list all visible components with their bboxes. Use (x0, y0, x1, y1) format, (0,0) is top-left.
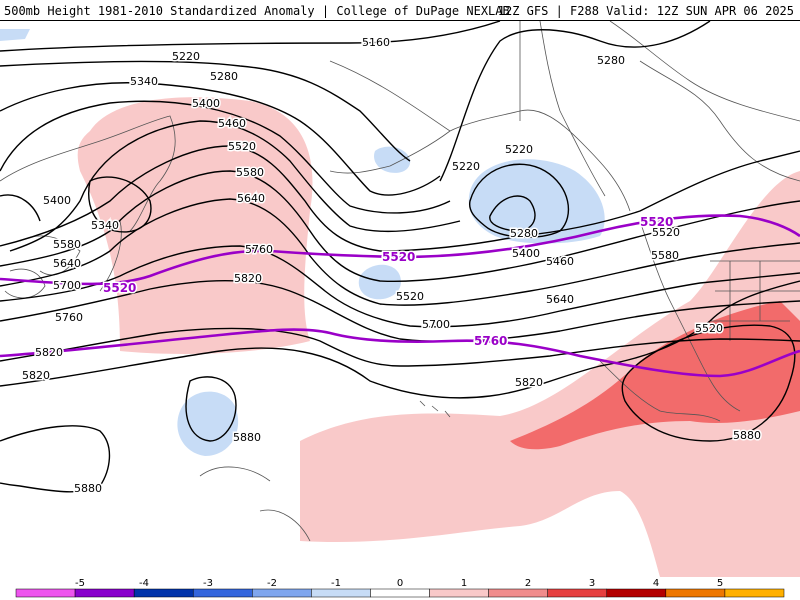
colorbar-tick-label: -2 (267, 578, 277, 589)
colorbar-tick-label: 1 (461, 578, 467, 589)
height-contour-label: 5520 (396, 290, 424, 303)
height-contour-label: 5520 (228, 140, 256, 153)
climatology-contour-label: 5520 (382, 250, 415, 264)
colorbar-swatch (192, 588, 253, 598)
height-contour-label: 5820 (35, 346, 63, 359)
colorbar-tick-label: 2 (525, 578, 531, 589)
colorbar-tick-label: -3 (203, 578, 213, 589)
height-contour-label: 5640 (237, 192, 265, 205)
height-contour-label: 5640 (53, 257, 81, 270)
colorbar-tick-label: 4 (653, 578, 659, 589)
height-contour-label: 5280 (597, 54, 625, 67)
height-contour-label: 5220 (505, 143, 533, 156)
height-contour-label: 5400 (192, 97, 220, 110)
anomaly-colorbar: -5 -4 -3 -2 -1 0 1 2 3 4 5 (15, 578, 785, 598)
colorbar-swatch (488, 588, 548, 598)
height-contour-label: 5580 (236, 166, 264, 179)
height-contour-label: 5820 (515, 376, 543, 389)
colorbar-swatches (15, 588, 785, 598)
colorbar-tick-label: 5 (717, 578, 723, 589)
contour-labels: 5160 5220 5280 5280 5340 5400 5460 5520 5580 5640… (21, 35, 763, 497)
colorbar-swatch (665, 588, 726, 598)
height-contour-label: 5280 (510, 227, 538, 240)
colorbar-ticks: -5 -4 -3 -2 -1 0 1 2 3 4 5 (75, 578, 723, 589)
height-contour-label: 5400 (43, 194, 71, 207)
colorbar-tick-label: -1 (331, 578, 341, 589)
colorbar-swatch (74, 588, 135, 598)
height-contour-label: 5520 (695, 322, 723, 335)
height-contour-label: 5580 (651, 249, 679, 262)
height-contour-label: 5460 (546, 255, 574, 268)
height-contour-label: 5340 (130, 75, 158, 88)
height-contour-label: 5520 (652, 226, 680, 239)
height-contour-label: 5880 (233, 431, 261, 444)
height-contour-label: 5760 (245, 243, 273, 256)
height-contour-label: 5460 (218, 117, 246, 130)
colorbar-swatch (547, 588, 608, 598)
height-contours (0, 21, 800, 493)
colorbar-swatch (724, 588, 785, 598)
height-contour-label: 5880 (74, 482, 102, 495)
colorbar-swatch (370, 588, 430, 598)
climatology-contour-label: 5520 (103, 281, 136, 295)
colorbar-swatch (606, 588, 667, 598)
height-contour-label: 5880 (733, 429, 761, 442)
climatology-contours (0, 214, 800, 378)
colorbar-tick-label: -4 (139, 578, 149, 589)
anomaly-fill-positive-strong (510, 301, 800, 450)
colorbar-swatch (429, 588, 489, 598)
height-contour-label: 5340 (91, 219, 119, 232)
anomaly-fill-positive (77, 97, 800, 577)
colorbar-tick-label: 0 (397, 578, 403, 589)
anomaly-fill-negative (0, 29, 605, 456)
map-header: 500mb Height 1981-2010 Standardized Anom… (0, 0, 800, 21)
colorbar-swatch (133, 588, 194, 598)
height-contour-label: 5400 (512, 247, 540, 260)
height-contour-label: 5220 (172, 50, 200, 63)
climatology-contour-label: 5760 (474, 334, 507, 348)
height-contour-label: 5640 (546, 293, 574, 306)
height-contour-label: 5700 (53, 279, 81, 292)
colorbar-swatch (15, 588, 76, 598)
climatology-contour-label: 5520 (640, 215, 673, 229)
height-contour-label: 5820 (22, 369, 50, 382)
height-contour-label: 5280 (210, 70, 238, 83)
model-run-info: 12Z GFS | F288 Valid: 12Z SUN APR 06 202… (497, 4, 794, 18)
height-contour-label: 5760 (55, 311, 83, 324)
height-contour-label: 5220 (452, 160, 480, 173)
colorbar-tick-label: 3 (589, 578, 595, 589)
colorbar-tick-label: -5 (75, 578, 85, 589)
height-contour-label: 5580 (53, 238, 81, 251)
height-contour-label: 5700 (422, 318, 450, 331)
height-contour-label: 5820 (234, 272, 262, 285)
colorbar-swatch (252, 588, 312, 598)
anomaly-map: 5160 5220 5280 5280 5340 5400 5460 5520 5580 5640… (0, 21, 800, 577)
colorbar-swatch (311, 588, 371, 598)
map-title: 500mb Height 1981-2010 Standardized Anom… (4, 4, 510, 18)
height-contour-label: 5160 (362, 36, 390, 49)
